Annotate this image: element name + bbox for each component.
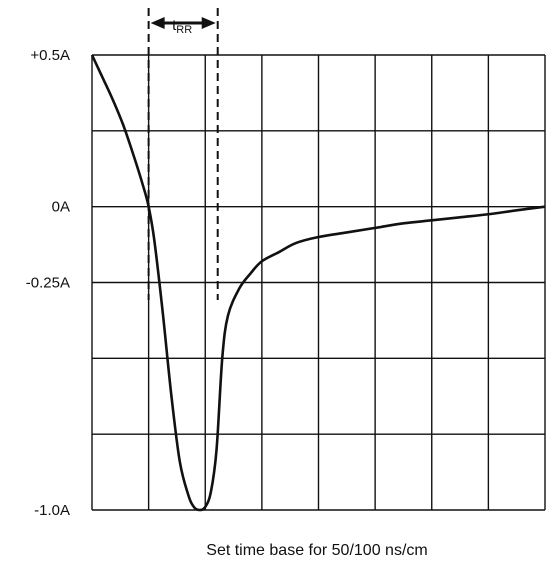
y-tick-label: -1.0A <box>34 502 70 519</box>
y-tick-label: -0.25A <box>26 275 70 292</box>
series-line-current <box>90 54 546 512</box>
y-tick-label: +0.5A <box>30 47 70 64</box>
trr-label-subscript: RR <box>176 24 192 36</box>
trr-arrow-left-head <box>150 17 165 29</box>
x-axis-label: Set time base for 50/100 ns/cm <box>206 542 427 559</box>
y-tick-label: 0A <box>52 199 70 216</box>
grid <box>91 54 546 511</box>
trr-annotation: tRR <box>147 8 219 300</box>
trr-label: tRR <box>172 17 192 36</box>
trr-arrow-right-head <box>201 17 216 29</box>
y-tick-labels: +0.5A 0A -0.25A -1.0A <box>26 47 70 519</box>
trr-label-base: t <box>172 17 177 34</box>
plot-area <box>90 54 546 512</box>
